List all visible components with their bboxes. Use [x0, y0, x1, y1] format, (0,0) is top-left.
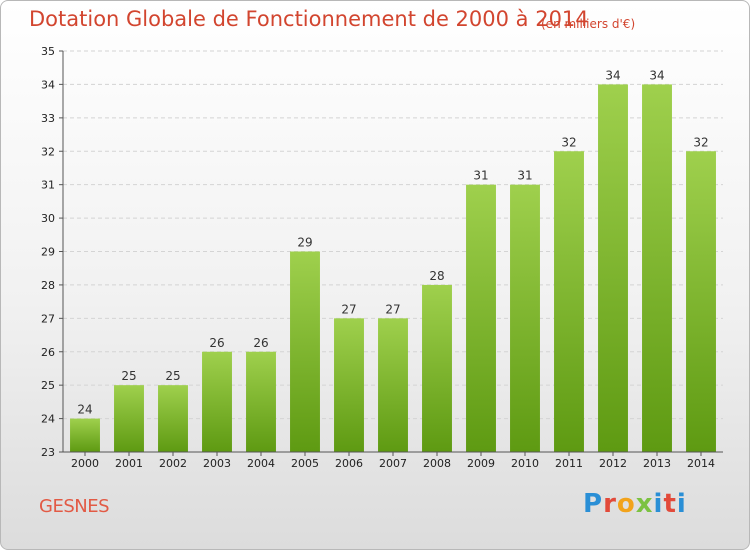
- bar: [642, 84, 672, 453]
- y-tick-label: 24: [41, 413, 55, 426]
- data-label: 24: [77, 403, 92, 417]
- chart-subtitle: (en milliers d'€): [541, 17, 636, 31]
- x-tick-label: 2002: [159, 457, 187, 470]
- x-tick-label: 2009: [467, 457, 495, 470]
- y-tick-label: 29: [41, 246, 55, 259]
- data-label: 34: [605, 68, 620, 82]
- y-tick-label: 28: [41, 279, 55, 292]
- data-label: 34: [649, 68, 664, 82]
- y-tick-label: 35: [41, 45, 55, 58]
- x-tick-label: 2011: [555, 457, 583, 470]
- data-label: 31: [517, 169, 532, 183]
- y-tick-label: 26: [41, 346, 55, 359]
- bar: [290, 251, 320, 452]
- data-label: 25: [121, 369, 136, 383]
- bar: [598, 84, 628, 453]
- y-tick-label: 32: [41, 145, 55, 158]
- bar: [422, 284, 452, 452]
- y-tick-label: 27: [41, 312, 55, 325]
- bar: [114, 385, 144, 452]
- x-tick-label: 2000: [71, 457, 99, 470]
- data-label: 27: [341, 302, 356, 316]
- y-tick-label: 34: [41, 78, 55, 91]
- proxiti-logo: Proxiti: [583, 489, 687, 519]
- bar: [466, 184, 496, 452]
- x-tick-label: 2012: [599, 457, 627, 470]
- bars: [70, 84, 716, 453]
- x-tick-label: 2005: [291, 457, 319, 470]
- data-label: 31: [473, 169, 488, 183]
- y-tick-label: 30: [41, 212, 55, 225]
- y-tick-label: 25: [41, 379, 55, 392]
- bar: [246, 351, 276, 452]
- x-tick-label: 2007: [379, 457, 407, 470]
- data-label: 32: [561, 135, 576, 149]
- data-label: 29: [297, 236, 312, 250]
- data-label: 25: [165, 369, 180, 383]
- y-tick-label: 31: [41, 179, 55, 192]
- x-tick-label: 2008: [423, 457, 451, 470]
- bar: [202, 351, 232, 452]
- y-tick-label: 23: [41, 446, 55, 459]
- bar: [70, 418, 100, 452]
- x-tick-label: 2013: [643, 457, 671, 470]
- bar: [334, 318, 364, 452]
- bar: [686, 151, 716, 452]
- data-label: 32: [693, 135, 708, 149]
- data-label: 28: [429, 269, 444, 283]
- x-tick-label: 2010: [511, 457, 539, 470]
- data-label: 26: [209, 336, 224, 350]
- y-tick-label: 33: [41, 112, 55, 125]
- bar: [378, 318, 408, 452]
- bar: [158, 385, 188, 452]
- x-tick-label: 2004: [247, 457, 275, 470]
- x-tick-label: 2001: [115, 457, 143, 470]
- axes: 23 24 25 26 27 28 29 30 31 32 33 34 35 2000 2001 2002 20…: [41, 45, 723, 470]
- chart-title: Dotation Globale de Fonctionnement de 20…: [29, 7, 589, 31]
- bar: [510, 184, 540, 452]
- x-tick-label: 2003: [203, 457, 231, 470]
- value-labels: 24 25 25 26 26 29 27 27 28 31 31 32 34 34 32: [77, 68, 708, 416]
- x-tick-label: 2006: [335, 457, 363, 470]
- bar: [554, 151, 584, 452]
- data-label: 27: [385, 302, 400, 316]
- x-tick-label: 2014: [687, 457, 715, 470]
- commune-name: GESNES: [39, 496, 110, 517]
- data-label: 26: [253, 336, 268, 350]
